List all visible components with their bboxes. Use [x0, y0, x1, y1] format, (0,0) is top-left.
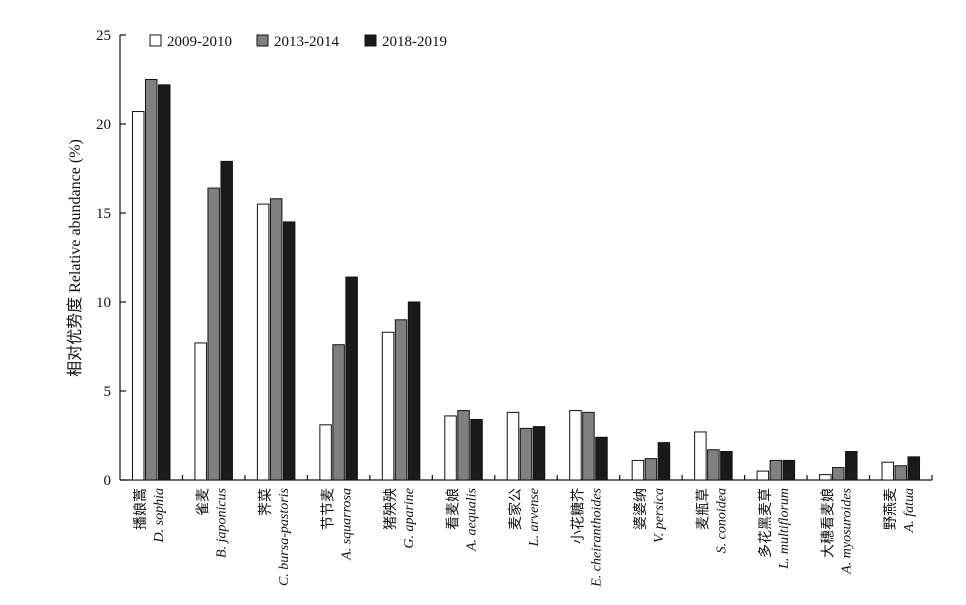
bar-2009-2010-g-aparine	[381, 331, 395, 481]
legend: 2009-2010 2013-2014 2018-2019	[149, 34, 447, 50]
bar-2018-2019-g-aparine	[407, 301, 421, 481]
bar-2009-2010-d-sophia	[131, 111, 145, 481]
category-label-sci: S. conoidea	[714, 488, 729, 553]
y-tick-label: 15	[96, 206, 111, 222]
category-label-cn: 看麦娘	[446, 488, 462, 530]
bar-2018-2019-e-cheiranthoides	[595, 436, 608, 481]
bar-2018-2019-a-squarrosa	[345, 276, 358, 481]
category-label-cn: 野燕麦	[883, 488, 899, 530]
bar-2009-2010-a-aequalis	[444, 415, 457, 481]
bar-2009-2010-e-cheiranthoides	[569, 410, 582, 481]
bar-2009-2010-l-arvense	[506, 411, 520, 481]
legend-swatch	[149, 34, 162, 47]
bar-2018-2019-v-persica	[657, 442, 671, 481]
category-label-sci: C. bursa-pastoris	[277, 487, 292, 586]
category-label-sci: B. japonicus	[215, 487, 230, 558]
category-label-sci: G. aparine	[402, 488, 417, 549]
bar-2013-2014-d-sophia	[144, 79, 158, 481]
bar-2018-2019-l-multiflorum	[782, 459, 796, 481]
bar-2018-2019-d-sophia	[157, 84, 171, 481]
category-label-sci: L. multiflorum	[777, 488, 792, 570]
bar-2009-2010-a-fatua	[881, 461, 895, 481]
y-tick-label: 5	[104, 384, 112, 400]
category-label-cn: 多花黑麦草	[757, 488, 774, 558]
bar-2013-2014-a-aequalis	[457, 410, 470, 481]
category-label-sci: A. myosuroides	[839, 487, 854, 574]
category-label-sci: D. sophia	[152, 488, 167, 543]
bar-2013-2014-a-fatua	[894, 465, 908, 481]
bar-2013-2014-c-bursa-pastoris	[269, 198, 283, 481]
bar-2013-2014-b-japonicus	[207, 187, 220, 481]
category-label-sci: A. fatua	[902, 488, 917, 533]
category-label-cn: 猪殃殃	[383, 488, 399, 530]
bar-2018-2019-c-bursa-pastoris	[282, 221, 296, 481]
bar-2009-2010-b-japonicus	[194, 342, 207, 481]
bar-2013-2014-l-arvense	[519, 427, 533, 481]
legend-label: 2009-2010	[167, 34, 232, 50]
legend-swatch	[364, 34, 377, 47]
bar-2013-2014-e-cheiranthoides	[582, 411, 595, 481]
category-label-sci: A. aequalis	[465, 487, 480, 552]
category-label-sci: V. persica	[652, 488, 667, 543]
bar-2013-2014-s-conoidea	[707, 449, 720, 481]
legend-label: 2018-2019	[382, 34, 447, 50]
bar-2013-2014-a-myosuroides	[832, 467, 845, 481]
bar-2009-2010-s-conoidea	[694, 431, 707, 481]
category-label-cn: 雀麦	[196, 488, 212, 516]
bar-2009-2010-v-persica	[631, 459, 645, 481]
bar-2013-2014-l-multiflorum	[769, 459, 783, 481]
bars	[131, 79, 921, 481]
bar-2018-2019-s-conoidea	[720, 451, 733, 481]
category-label-cn: 大穗看麦娘	[820, 488, 836, 558]
bar-2009-2010-a-squarrosa	[319, 424, 332, 481]
category-label-sci: A. squarrosa	[340, 488, 355, 561]
legend-swatch	[256, 34, 269, 47]
category-labels: 播娘蒿 D. sophia 雀麦 B. japonicus 荠菜 C. bursa-pas…	[133, 487, 917, 587]
y-tick-label: 25	[96, 28, 111, 44]
axes: 0 5 10 15 20 25	[96, 28, 933, 489]
category-label-sci: E. cheiranthoides	[589, 487, 604, 587]
category-label-cn: 播娘蒿	[133, 488, 149, 530]
y-axis-label: 相对优势度 Relative abundance (%)	[66, 139, 84, 377]
bar-2009-2010-a-myosuroides	[819, 474, 832, 481]
category-label-cn: 麦家公	[507, 488, 524, 530]
y-tick-label: 20	[96, 117, 111, 133]
bar-2018-2019-l-arvense	[532, 426, 546, 481]
category-label-cn: 荠菜	[258, 488, 274, 516]
bar-2013-2014-g-aparine	[394, 319, 408, 481]
bar-2018-2019-a-fatua	[907, 456, 921, 481]
bar-2013-2014-v-persica	[644, 458, 658, 481]
bar-2018-2019-a-myosuroides	[845, 451, 858, 481]
bar-2009-2010-c-bursa-pastoris	[256, 203, 270, 481]
category-label-cn: 婆婆纳	[633, 488, 649, 530]
category-label-cn: 节节麦	[321, 488, 337, 530]
bar-2018-2019-b-japonicus	[220, 160, 233, 481]
category-label-sci: L. arvense	[527, 488, 542, 547]
bar-2013-2014-a-squarrosa	[332, 344, 345, 481]
y-tick-label: 0	[104, 473, 112, 489]
bar-2009-2010-l-multiflorum	[756, 470, 770, 481]
bar-2018-2019-a-aequalis	[470, 418, 483, 481]
y-tick-label: 10	[96, 295, 111, 311]
category-label-cn: 麦瓶草	[695, 488, 711, 530]
category-label-cn: 小花糖芥	[570, 488, 586, 544]
legend-label: 2013-2014	[274, 34, 339, 50]
